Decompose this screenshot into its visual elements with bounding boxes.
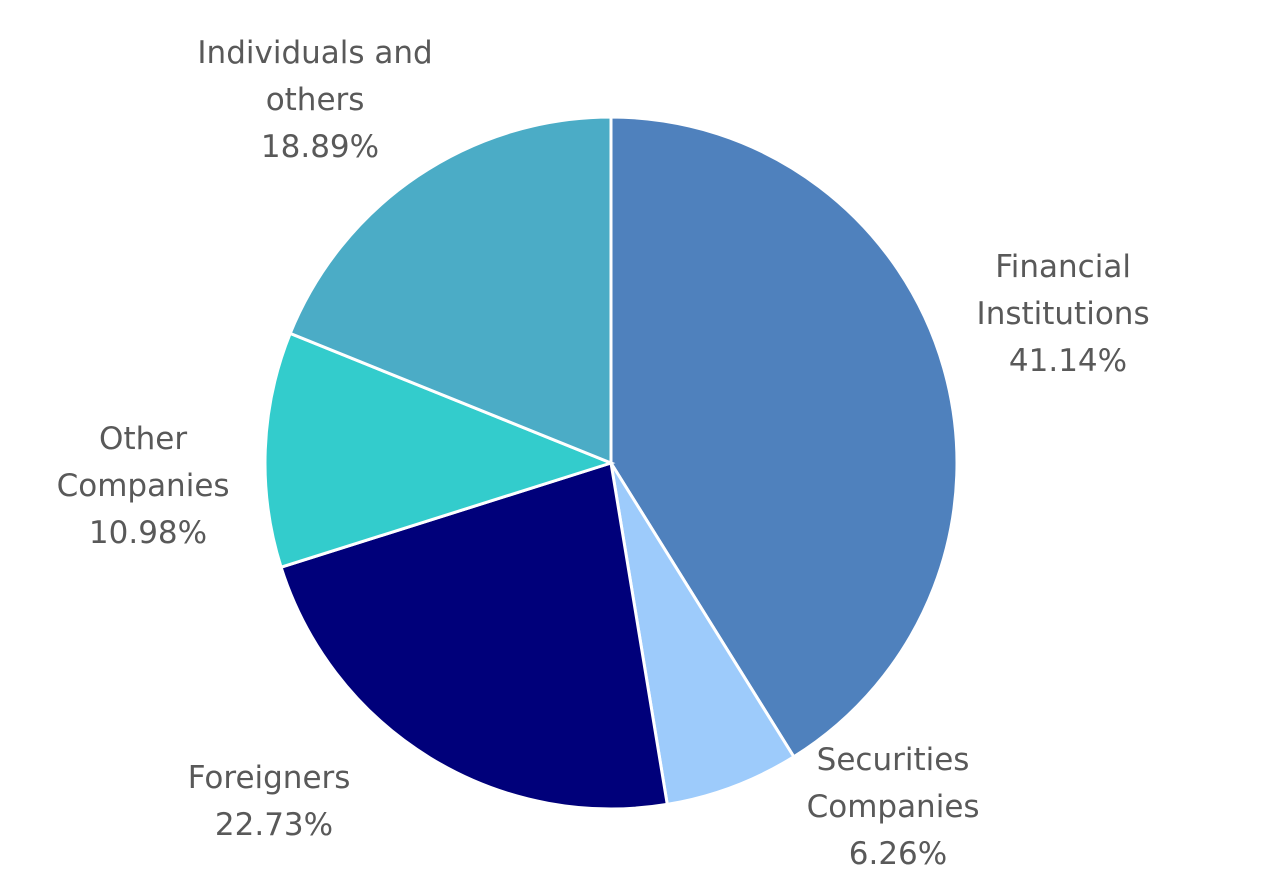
pie-slice-foreigners xyxy=(279,461,669,811)
slice-label-foreigners: Foreigners 22.73% xyxy=(188,760,361,843)
slice-label-individuals-and-others: Individuals and others 18.89% xyxy=(197,35,442,165)
pie-slices xyxy=(263,115,959,811)
slice-label-other-companies: Other Companies 10.98% xyxy=(57,421,240,551)
pie-slice-financial-institutions xyxy=(609,115,959,759)
pie-slice-securities-companies xyxy=(609,462,796,807)
slice-label-securities-companies: Securities Companies 6.26% xyxy=(807,742,990,872)
slice-label-financial-institutions: Financial Institutions 41.14% xyxy=(977,249,1160,379)
pie-slice-other-companies xyxy=(263,331,616,570)
pie-slice-individuals-and-others xyxy=(288,115,613,466)
